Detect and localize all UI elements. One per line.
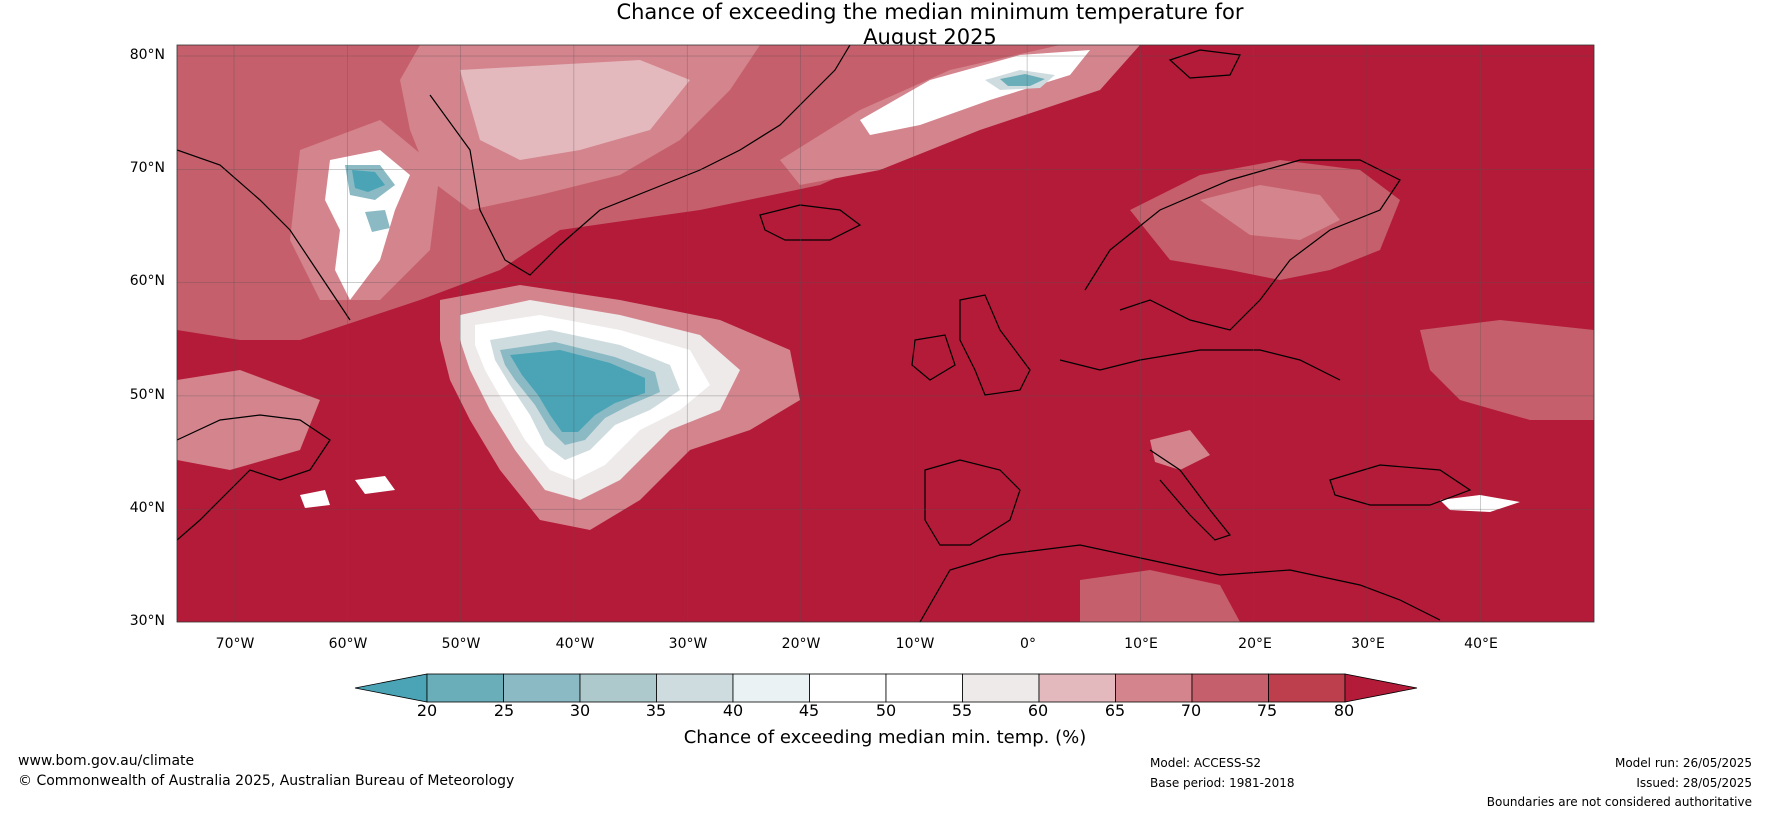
coastline-scandinavia xyxy=(1084,159,1401,331)
lat-label-50n: 50°N xyxy=(129,387,165,403)
colorbar-title: Chance of exceeding median min. temp. (%… xyxy=(683,727,1087,748)
lon-label-30w: 30°W xyxy=(668,636,708,652)
colorbar-tick-65: 65 xyxy=(1104,701,1126,720)
map-title-line1: Chance of exceeding the median minimum t… xyxy=(616,0,1244,24)
contour-us-east2-55 xyxy=(355,476,395,494)
lat-label-80n: 80°N xyxy=(129,47,165,63)
contour-mideast-70 xyxy=(1080,570,1240,622)
gridlines xyxy=(177,45,1594,622)
lat-label-40n: 40°N xyxy=(129,500,165,516)
contour-us-east-55 xyxy=(300,490,330,508)
footer-model-run: Model run: 26/05/2025 xyxy=(1614,756,1752,770)
coastline-europe xyxy=(1059,349,1341,381)
colorbar-tick-55: 55 xyxy=(951,701,973,720)
colorbar-swatch xyxy=(809,673,887,703)
coastline-north-america xyxy=(177,414,331,541)
contour-us-east-65 xyxy=(177,370,320,470)
colorbar-swatch xyxy=(1038,673,1116,703)
coastline-iberia xyxy=(924,459,1021,546)
lat-label-70n: 70°N xyxy=(129,160,165,176)
lon-label-50w: 50°W xyxy=(441,636,481,652)
colorbar-tick-70: 70 xyxy=(1180,701,1202,720)
colorbar-tick-75: 75 xyxy=(1256,701,1278,720)
colorbar-tick-60: 60 xyxy=(1027,701,1049,720)
coastline-baffin xyxy=(177,149,351,321)
colorbar-extend-low xyxy=(354,673,428,703)
colorbar-swatch xyxy=(656,673,734,703)
lon-label-30e: 30°E xyxy=(1351,636,1385,652)
coastline-ireland xyxy=(911,334,956,381)
contour-greenland-60 xyxy=(460,60,690,160)
colorbar-swatch xyxy=(579,673,657,703)
lon-label-60w: 60°W xyxy=(328,636,368,652)
contour-arctic-55 xyxy=(860,50,1090,135)
map-frame xyxy=(176,44,1595,623)
colorbar-tick-25: 25 xyxy=(493,701,515,720)
contour-baffin-25 xyxy=(352,170,385,192)
lon-label-10w: 10°W xyxy=(895,636,935,652)
footer-base-period: Base period: 1981-2018 xyxy=(1150,776,1295,790)
coastline-iceland xyxy=(759,204,862,241)
colorbar-swatch xyxy=(1191,673,1269,703)
colorbar-swatch xyxy=(732,673,810,703)
colorbar-swatch xyxy=(962,673,1040,703)
footer-issued: Issued: 28/05/2025 xyxy=(1636,776,1752,790)
contour-caspian-55 xyxy=(1440,495,1520,512)
colorbar-swatch xyxy=(885,673,963,703)
map-title: Chance of exceeding the median minimum t… xyxy=(0,0,1770,50)
map-area xyxy=(177,45,1594,622)
lon-label-0: 0° xyxy=(1020,636,1036,652)
colorbar-swatch xyxy=(1268,673,1346,703)
colorbar-tick-30: 30 xyxy=(569,701,591,720)
coastline-north-africa xyxy=(919,544,1441,622)
contour-atlantic-20 xyxy=(510,350,645,432)
lon-label-40e: 40°E xyxy=(1464,636,1498,652)
colorbar-swatch xyxy=(1115,673,1193,703)
colorbar xyxy=(354,673,1418,703)
coastline-black-sea xyxy=(1329,464,1472,506)
lon-label-10e: 10°E xyxy=(1124,636,1158,652)
colorbar-tick-40: 40 xyxy=(722,701,744,720)
colorbar-swatch xyxy=(503,673,581,703)
footer-website-link[interactable]: www.bom.gov.au/climate xyxy=(18,753,195,769)
lon-label-40w: 40°W xyxy=(555,636,595,652)
colorbar-tick-45: 45 xyxy=(798,701,820,720)
colorbar-tick-35: 35 xyxy=(645,701,667,720)
footer-model: Model: ACCESS-S2 xyxy=(1150,756,1262,770)
colorbar-tick-50: 50 xyxy=(875,701,897,720)
contour-arctic-25 xyxy=(1000,74,1045,86)
lon-label-20e: 20°E xyxy=(1238,636,1272,652)
lon-label-20w: 20°W xyxy=(781,636,821,652)
contour-eastern-europe-70 xyxy=(1420,320,1594,420)
colorbar-extend-high xyxy=(1344,673,1418,703)
coastline-greenland xyxy=(429,45,851,276)
colorbar-tick-80: 80 xyxy=(1333,701,1355,720)
coastline-britain xyxy=(959,294,1031,396)
colorbar-swatch xyxy=(426,673,504,703)
contour-scandinavia-65 xyxy=(1200,185,1340,240)
contour-baffin2-30 xyxy=(365,210,390,232)
coastlines xyxy=(177,45,1472,622)
lat-label-60n: 60°N xyxy=(129,273,165,289)
lon-label-70w: 70°W xyxy=(215,636,255,652)
footer-disclaimer: Boundaries are not considered authoritat… xyxy=(1486,795,1752,809)
colorbar-tick-20: 20 xyxy=(416,701,438,720)
coastline-italy xyxy=(1149,449,1232,541)
lat-label-30n: 30°N xyxy=(129,613,165,629)
coastline-svalbard xyxy=(1168,49,1241,79)
footer-copyright: © Commonwealth of Australia 2025, Austra… xyxy=(18,773,515,789)
